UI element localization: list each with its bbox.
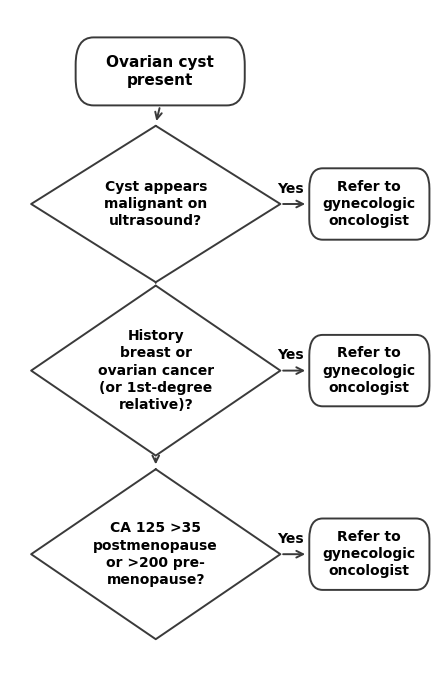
FancyBboxPatch shape — [309, 518, 429, 590]
Text: Refer to
gynecologic
oncologist: Refer to gynecologic oncologist — [323, 180, 416, 228]
Text: Refer to
gynecologic
oncologist: Refer to gynecologic oncologist — [323, 346, 416, 395]
FancyBboxPatch shape — [309, 169, 429, 240]
Text: Cyst appears
malignant on
ultrasound?: Cyst appears malignant on ultrasound? — [104, 180, 207, 228]
Text: CA 125 >35
postmenopause
or >200 pre-
menopause?: CA 125 >35 postmenopause or >200 pre- me… — [93, 522, 218, 587]
Text: Yes: Yes — [277, 348, 304, 362]
FancyBboxPatch shape — [309, 335, 429, 407]
Polygon shape — [31, 469, 280, 639]
Text: History
breast or
ovarian cancer
(or 1st-degree
relative)?: History breast or ovarian cancer (or 1st… — [98, 329, 214, 412]
Polygon shape — [31, 286, 280, 456]
Text: Yes: Yes — [277, 182, 304, 196]
FancyBboxPatch shape — [76, 37, 245, 105]
Text: Ovarian cyst
present: Ovarian cyst present — [106, 54, 214, 88]
Text: Refer to
gynecologic
oncologist: Refer to gynecologic oncologist — [323, 530, 416, 579]
Polygon shape — [31, 126, 280, 282]
Text: Yes: Yes — [277, 532, 304, 546]
